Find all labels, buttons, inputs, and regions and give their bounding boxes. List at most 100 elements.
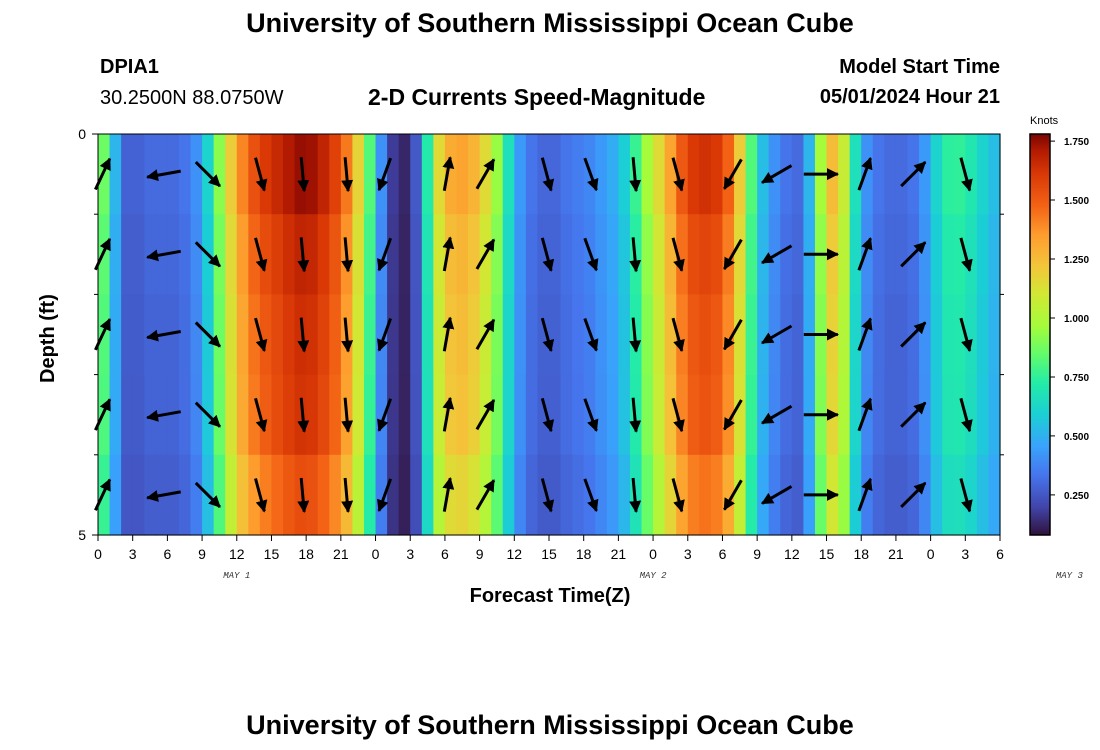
x-tick-label: 3 [406,546,414,562]
heatmap-cell [722,294,735,376]
current-vector [900,401,927,428]
heatmap-cell [861,134,874,215]
x-tick-label: 0 [927,546,935,562]
heatmap-cell [676,134,689,215]
heatmap-cell [329,374,342,456]
heatmap-cell [236,134,249,215]
heatmap-cell [421,214,434,295]
heatmap-cell [884,294,897,376]
heatmap-cell [433,374,446,456]
x-tick-label: 15 [819,546,835,562]
heatmap-cell [248,374,261,456]
heatmap-cell [236,454,249,536]
heatmap-cell [167,374,180,456]
current-vector [254,237,268,272]
current-vector [254,157,268,192]
heatmap-cell [849,374,862,456]
heatmap-cell [988,214,1001,295]
heatmap-cell [375,214,388,295]
x-tick-label: 3 [684,546,692,562]
heatmap-cell [352,374,365,456]
heatmap-cell [757,454,770,536]
heatmap-cell [271,454,284,536]
current-vector [540,237,555,272]
heatmap-cell [190,294,203,376]
heatmap-cell [387,454,400,536]
current-vector [194,401,221,428]
current-vector [475,479,496,511]
heatmap-cell [722,134,735,215]
heatmap-cell [953,214,966,295]
heatmap-cell [514,294,527,376]
y-axis: 05 [78,126,1004,543]
colorbar-tick-label: 0.500 [1064,432,1089,443]
current-vector [442,396,455,432]
heatmap-cell [676,374,689,456]
heatmap-cell [317,374,330,456]
heatmap-cell [491,374,504,456]
current-vector [629,477,642,513]
heatmap-cell [884,374,897,456]
heatmap-cell [421,374,434,456]
heatmap-cell [468,214,481,295]
heatmap-cell [664,134,677,215]
heatmap-cell [572,454,585,536]
heatmap-cell [121,454,134,536]
colorbar-tick-label: 0.750 [1064,373,1089,384]
heatmap-cell [283,134,296,215]
current-vector [671,157,685,192]
heatmap-cell [178,454,192,536]
heatmap-cell [433,294,446,376]
x-tick-label: 6 [441,546,449,562]
x-tick-label: 12 [507,546,523,562]
heatmap-cell [294,214,307,295]
heatmap-cell [780,134,793,215]
heatmap-cell [618,294,631,376]
y-tick-label: 0 [78,126,86,142]
y-tick-label: 5 [78,527,86,543]
heatmap-cell [444,214,458,295]
heatmap-cell [375,454,388,536]
current-vector [377,398,393,432]
heatmap-cell [109,214,122,295]
current-vector [254,478,268,513]
current-vector [475,318,496,350]
current-vector [194,241,221,268]
footer-title: University of Southern Mississippi Ocean… [246,710,854,740]
heatmap-cell [352,454,365,536]
heatmap-cell [363,294,377,376]
heatmap-cell [167,454,180,536]
heatmap-cell [942,294,955,376]
current-vector [629,397,642,433]
current-vector [723,238,743,271]
heatmap-cell [236,294,249,376]
heatmap-cell [537,214,550,295]
heatmap-cell [757,214,770,295]
current-vector [297,157,310,193]
heatmap-cell [664,294,677,376]
heatmap-cell [421,294,434,376]
heatmap-cell [109,134,122,215]
heatmap-cell [641,214,654,295]
current-vector [583,317,599,352]
chart-title: University of Southern Mississippi Ocean… [246,8,854,38]
heatmap-cell [456,294,469,376]
heatmap-cell [502,294,515,376]
current-vector [540,478,555,513]
heatmap-cell [178,374,192,456]
heatmap-cell [734,374,747,456]
current-vector [629,317,642,353]
heatmap-cell [745,374,758,456]
heatmap-cell [317,214,330,295]
x-tick-label: 12 [784,546,800,562]
current-vector [583,478,599,513]
current-vector [540,157,555,192]
current-vector [442,477,455,512]
heatmap-cell [167,134,180,215]
heatmap-cell [456,374,469,456]
heatmap-cell [213,134,226,215]
current-vector [959,317,973,353]
heatmap-cell [919,214,932,295]
heatmap-cell [502,214,515,295]
heatmap-cell [259,134,273,215]
